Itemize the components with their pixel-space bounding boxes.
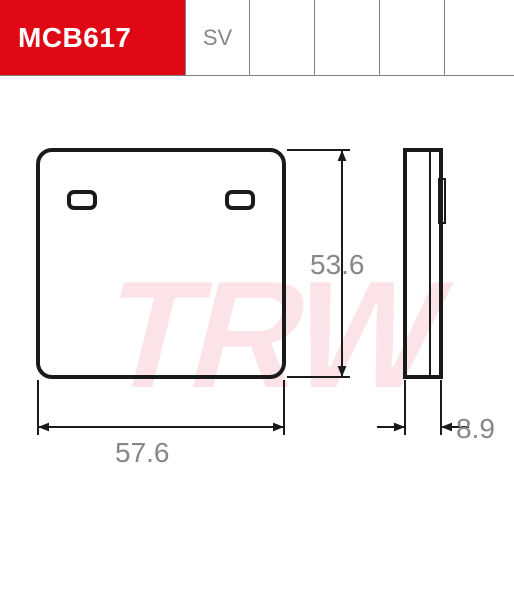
- variant-cell-empty: [250, 0, 315, 75]
- variant-cell: SV: [185, 0, 250, 75]
- variant-cell-empty: [445, 0, 510, 75]
- header-bar: MCB617 SV: [0, 0, 514, 75]
- variant-cell-empty: [315, 0, 380, 75]
- dimension-thickness-value: 8.9: [456, 413, 495, 445]
- part-number-box: MCB617: [0, 0, 185, 75]
- variant-grid: SV: [185, 0, 510, 75]
- dimension-height-value: 53.6: [310, 249, 365, 281]
- part-number: MCB617: [18, 22, 131, 54]
- variant-label: SV: [203, 25, 232, 51]
- dimension-width-value: 57.6: [115, 437, 170, 469]
- variant-cell-empty: [380, 0, 445, 75]
- diagram-canvas: TRW 57.6 53.6 8.9: [0, 75, 514, 600]
- technical-drawing: [0, 75, 514, 600]
